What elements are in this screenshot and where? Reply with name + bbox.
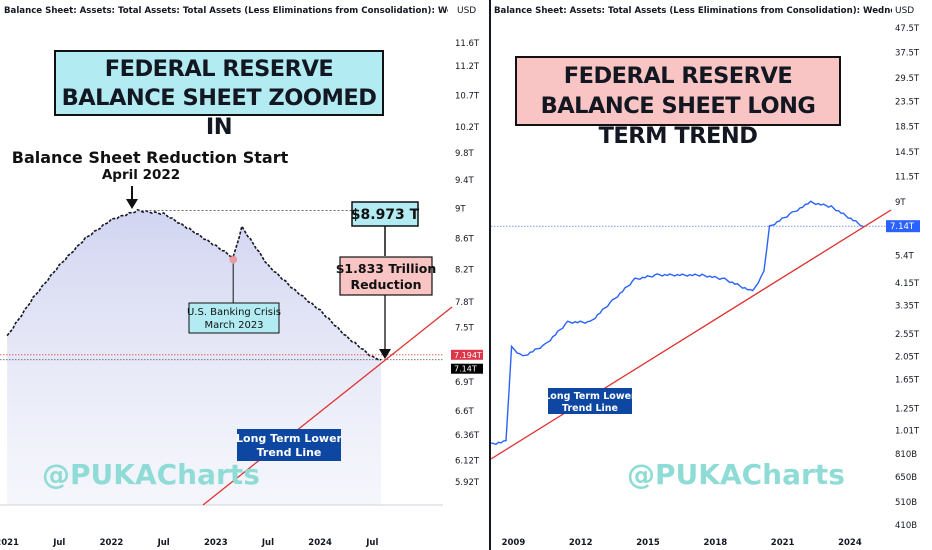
x-tick-label: Jul: [261, 538, 274, 548]
y-tick-label: 6.36T: [455, 431, 480, 441]
left-chart-panel: Balance Sheet: Assets: Total Assets: Tot…: [0, 0, 489, 550]
y-tick-label: 18.5T: [895, 123, 920, 133]
reduction-start-title: Balance Sheet Reduction Start: [12, 148, 289, 167]
x-tick-label: 2023: [204, 538, 228, 548]
y-tick-label: 9T: [895, 198, 906, 208]
left-currency-label: USD: [457, 6, 477, 16]
trend-label-line2: Trend Line: [562, 403, 618, 414]
y-tick-label: 810B: [895, 450, 917, 460]
x-tick-label: Jul: [157, 538, 170, 548]
left-chart-title: FEDERAL RESERVE BALANCE SHEET ZOOMED IN: [54, 50, 384, 140]
y-tick-label: 29.5T: [895, 74, 920, 84]
y-tick-label: 23.5T: [895, 98, 920, 108]
trend-label-line1: Long Term Lower: [236, 432, 343, 445]
crisis-label-line2: March 2023: [204, 320, 263, 331]
x-tick-label: 2009: [502, 538, 526, 548]
y-tick-label: 3.35T: [895, 301, 920, 311]
watermark-text: @PUKACharts: [627, 458, 845, 491]
x-tick-label: 2018: [703, 538, 727, 548]
x-tick-label: 2024: [308, 538, 332, 548]
x-tick-label: 2021: [0, 538, 19, 548]
left-chart-svg[interactable]: 11.6T 11.2T 10.7T 10.2T 9.8T 9.4T 9T 8.6T 8.2T 7.…: [0, 0, 489, 550]
y-tick-label: 2.05T: [895, 353, 920, 363]
y-tick-label: 10.2T: [455, 123, 480, 133]
long-term-trend-line: [491, 209, 892, 460]
reduction-arrow-icon: [379, 349, 391, 359]
y-tick-label: 9.8T: [455, 149, 475, 159]
trend-label-box: [548, 388, 632, 414]
y-tick-label: 11.5T: [895, 172, 920, 182]
y-tick-label: 14.5T: [895, 148, 920, 158]
x-tick-label: 2024: [838, 538, 862, 548]
panel-divider: [489, 0, 491, 550]
y-tick-label: 10.7T: [455, 92, 480, 102]
peak-value-label: $8.973 T: [351, 207, 420, 223]
y-tick-label: 7.8T: [455, 298, 475, 308]
watermark-text: @PUKACharts: [42, 458, 260, 491]
y-tick-label: 2.55T: [895, 330, 920, 340]
left-chart-header: Balance Sheet: Assets: Total Assets: Tot…: [4, 6, 448, 16]
y-tick-label: 6.6T: [455, 407, 475, 417]
y-tick-label: 4.15T: [895, 279, 920, 289]
trend-label-box: [237, 429, 341, 461]
y-tick-label: 5.4T: [895, 251, 915, 261]
balance-sheet-series-line: [6, 208, 382, 361]
x-tick-label: 2012: [569, 538, 593, 548]
y-tick-label: 47.5T: [895, 24, 920, 34]
trend-label-line2: Trend Line: [257, 446, 322, 459]
current-value-label: 7.194T: [454, 351, 482, 360]
y-tick-label: 11.6T: [455, 39, 480, 49]
right-chart-header: Balance Sheet: Assets: Total Assets (Les…: [494, 6, 892, 16]
right-chart-svg[interactable]: 47.5T 37.5T 29.5T 23.5T 18.5T 14.5T 11.5T 9T 5.4…: [491, 0, 932, 550]
reduction-amount: $1.833 Trillion: [336, 261, 437, 276]
reduction-start-date: April 2022: [102, 167, 180, 183]
reduction-box: [339, 256, 433, 296]
x-tick-label: Jul: [52, 538, 65, 548]
x-tick-label: 2022: [100, 538, 124, 548]
y-tick-label: 510B: [895, 498, 917, 508]
crisis-label-line1: U.S. Banking Crisis: [187, 307, 281, 318]
balance-sheet-series-line: [491, 200, 864, 445]
y-tick-label: 5.92T: [455, 478, 480, 488]
y-tick-label: 37.5T: [895, 49, 920, 59]
x-tick-label: Jul: [365, 538, 378, 548]
y-tick-label: 650B: [895, 473, 917, 483]
y-tick-label: 1.01T: [895, 427, 920, 437]
trend-label-line1: Long Term Lower: [544, 391, 636, 402]
banking-crisis-marker: [229, 255, 238, 264]
y-tick-label: 410B: [895, 521, 917, 531]
y-tick-label: 11.2T: [455, 62, 480, 72]
right-currency-label: USD: [895, 6, 915, 16]
x-tick-label: 2021: [771, 538, 795, 548]
peak-value-box: [351, 201, 419, 227]
x-tick-label: 2015: [636, 538, 660, 548]
y-tick-label: 7.5T: [455, 324, 475, 334]
current-value-badge: [451, 349, 483, 360]
y-tick-label: 8.2T: [455, 265, 475, 275]
crisis-label-box: [188, 302, 280, 334]
y-tick-label: 6.9T: [455, 378, 475, 388]
y-tick-label: 6.12T: [455, 456, 480, 466]
y-tick-label: 9.4T: [455, 176, 475, 186]
reduction-label: Reduction: [350, 277, 421, 292]
current-value-label: 7.14T: [890, 222, 915, 232]
y-tick-label: 8.6T: [455, 234, 475, 244]
current-value-badge: [886, 220, 920, 233]
long-term-trend-line: [202, 306, 453, 506]
y-tick-label: 1.25T: [895, 404, 920, 414]
peak-arrow-icon: [126, 199, 138, 209]
current-value-badge: [451, 363, 483, 374]
y-tick-label: 1.65T: [895, 375, 920, 385]
right-chart-title: FEDERAL RESERVE BALANCE SHEET LONG TERM …: [515, 56, 841, 149]
current-value-label: 7.14T: [454, 365, 477, 374]
y-tick-label: 9T: [455, 205, 466, 215]
right-chart-panel: Balance Sheet: Assets: Total Assets (Les…: [491, 0, 932, 550]
